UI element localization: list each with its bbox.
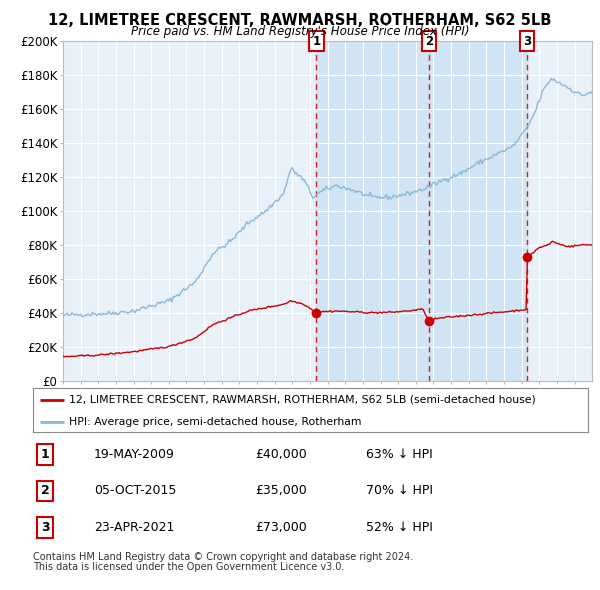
Text: £40,000: £40,000 (255, 448, 307, 461)
Text: £35,000: £35,000 (255, 484, 307, 497)
Text: 23-APR-2021: 23-APR-2021 (94, 521, 175, 534)
Text: This data is licensed under the Open Government Licence v3.0.: This data is licensed under the Open Gov… (33, 562, 344, 572)
Text: 70% ↓ HPI: 70% ↓ HPI (366, 484, 433, 497)
Text: 2: 2 (41, 484, 50, 497)
Text: 3: 3 (523, 35, 531, 48)
Text: 1: 1 (313, 35, 320, 48)
Text: 52% ↓ HPI: 52% ↓ HPI (366, 521, 433, 534)
Text: Price paid vs. HM Land Registry's House Price Index (HPI): Price paid vs. HM Land Registry's House … (131, 25, 469, 38)
Text: 05-OCT-2015: 05-OCT-2015 (94, 484, 176, 497)
Text: 12, LIMETREE CRESCENT, RAWMARSH, ROTHERHAM, S62 5LB: 12, LIMETREE CRESCENT, RAWMARSH, ROTHERH… (49, 13, 551, 28)
Text: 2: 2 (425, 35, 433, 48)
Text: 3: 3 (41, 521, 50, 534)
Text: Contains HM Land Registry data © Crown copyright and database right 2024.: Contains HM Land Registry data © Crown c… (33, 552, 413, 562)
Text: 19-MAY-2009: 19-MAY-2009 (94, 448, 175, 461)
Text: 1: 1 (41, 448, 50, 461)
Text: 63% ↓ HPI: 63% ↓ HPI (366, 448, 433, 461)
Text: 12, LIMETREE CRESCENT, RAWMARSH, ROTHERHAM, S62 5LB (semi-detached house): 12, LIMETREE CRESCENT, RAWMARSH, ROTHERH… (69, 395, 536, 405)
Text: £73,000: £73,000 (255, 521, 307, 534)
Bar (316, 41, 527, 381)
Text: HPI: Average price, semi-detached house, Rotherham: HPI: Average price, semi-detached house,… (69, 417, 362, 427)
